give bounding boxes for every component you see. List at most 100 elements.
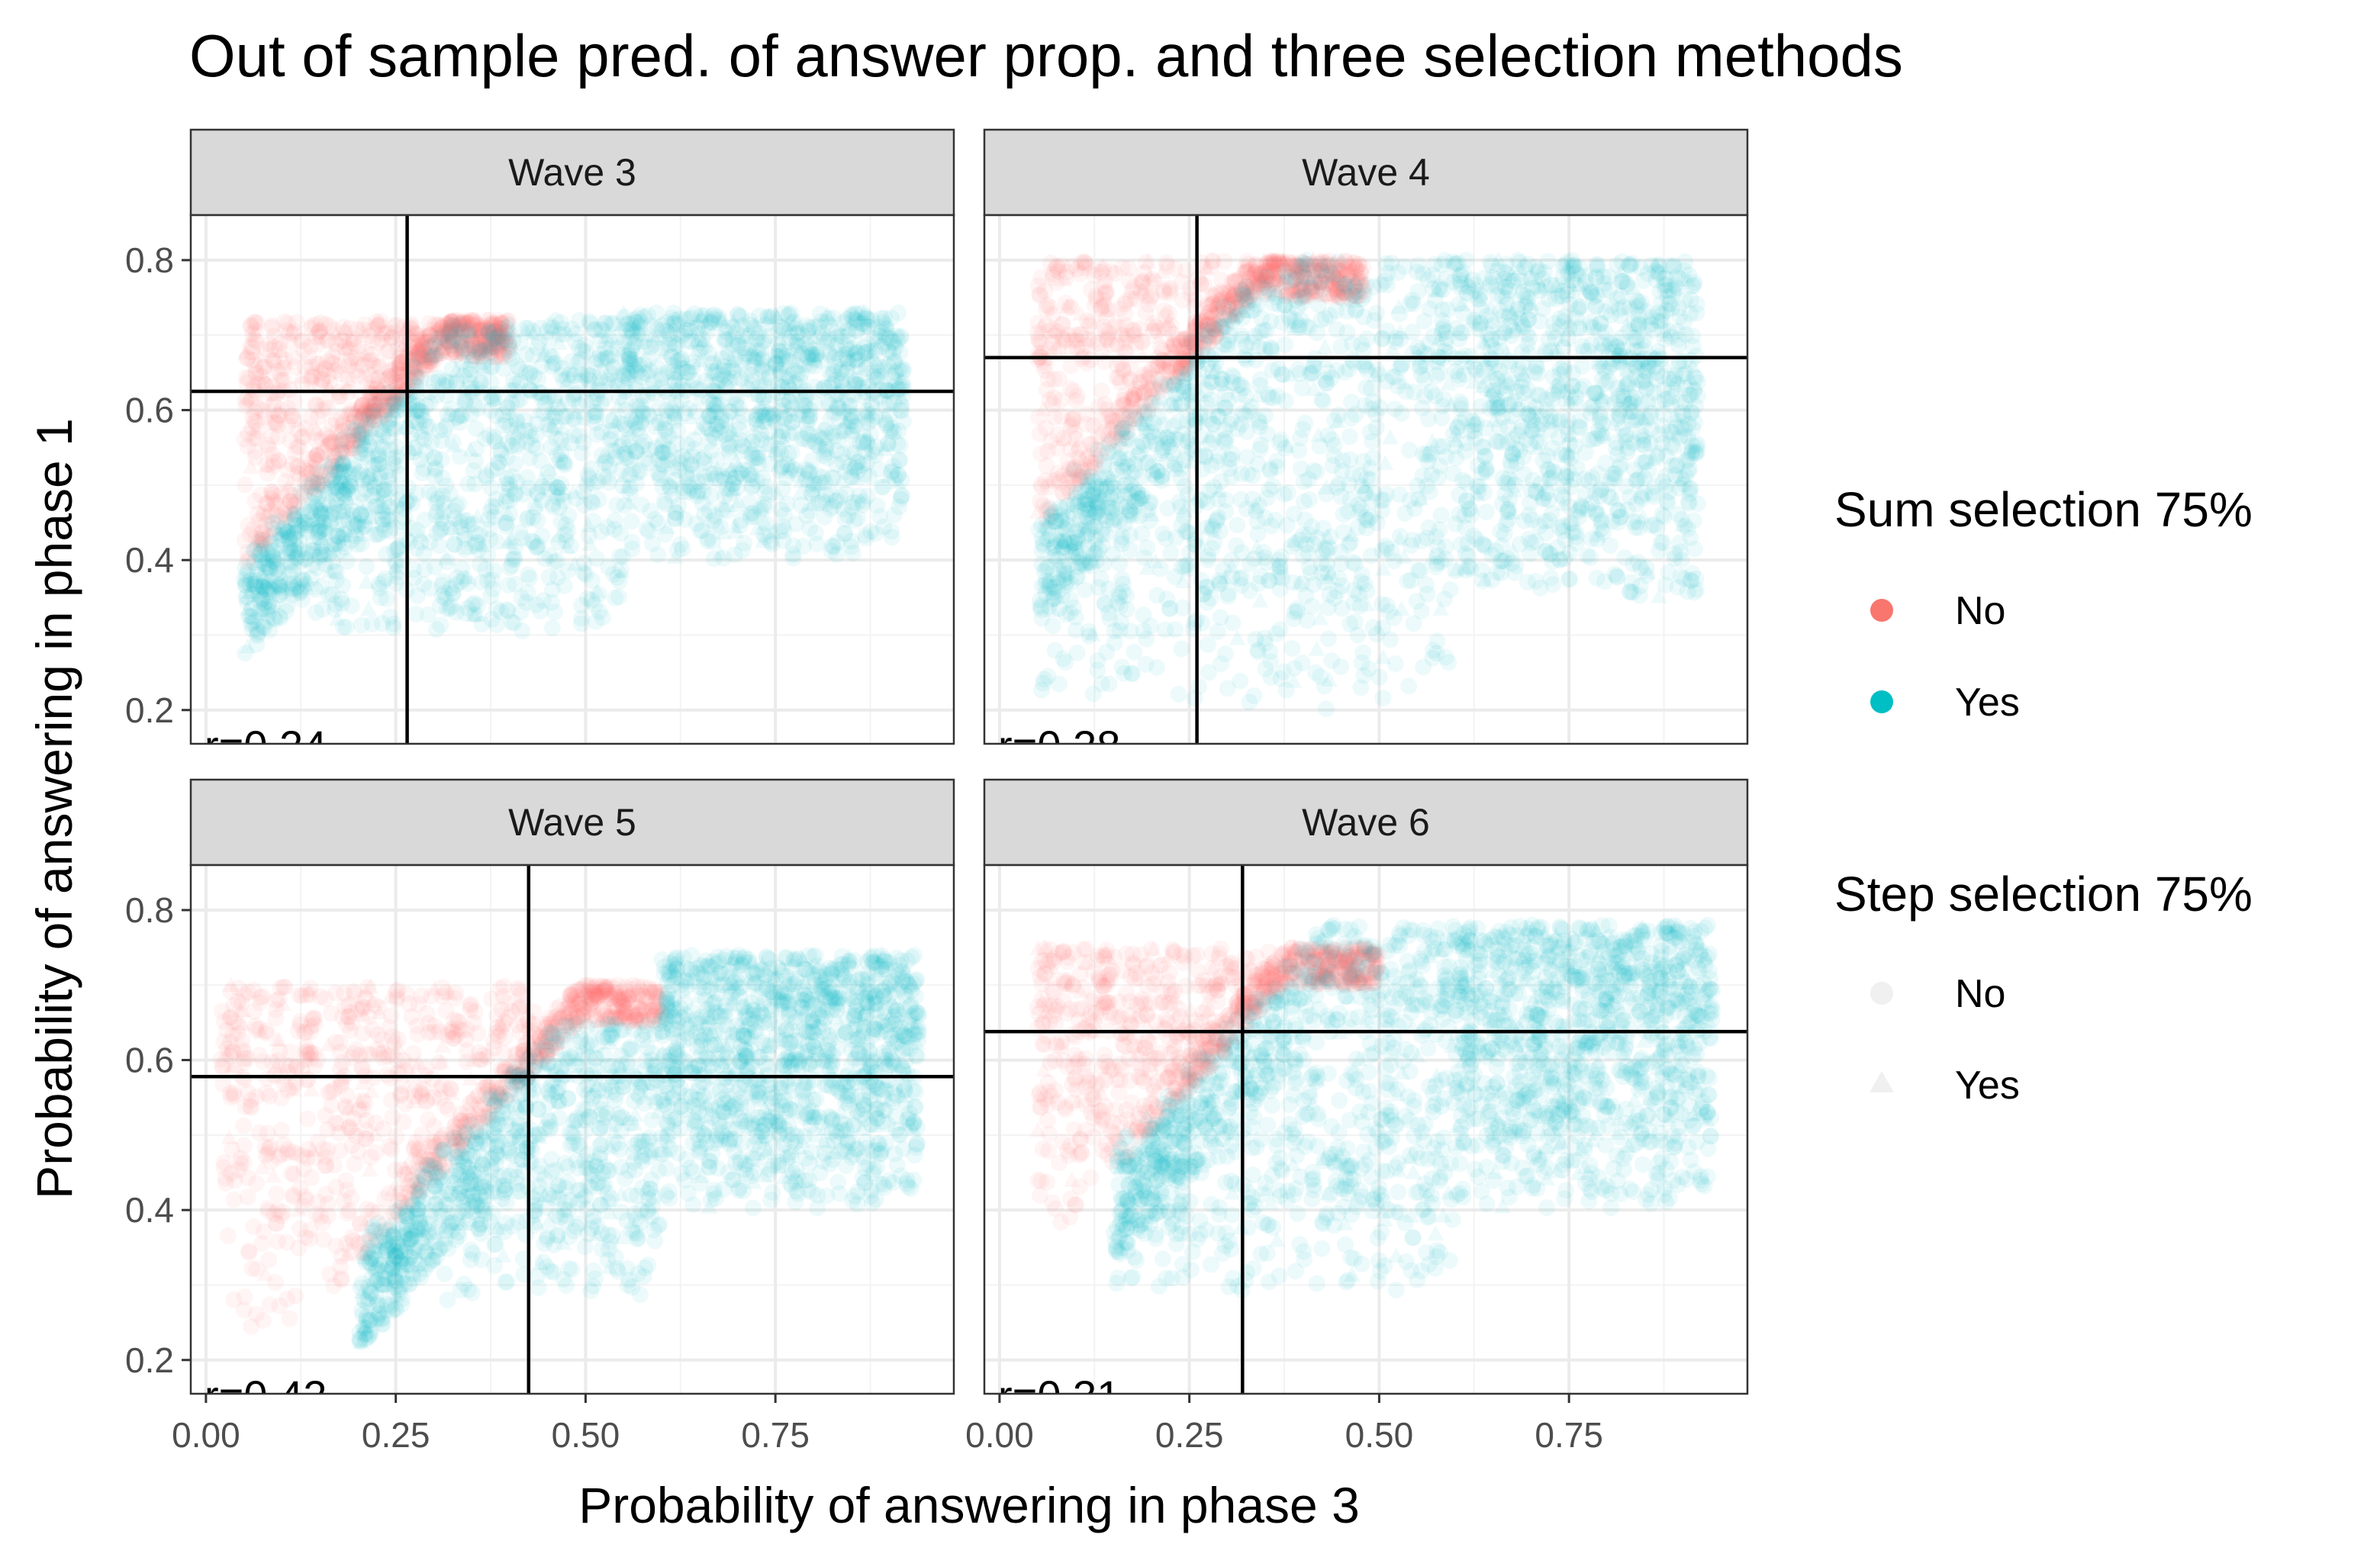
scatter-point [419,346,436,364]
scatter-point [863,410,881,428]
scatter-point [1418,529,1435,547]
scatter-point [566,333,584,350]
scatter-point [407,376,425,394]
scatter-point [334,577,352,594]
scatter-point [365,404,382,421]
scatter-point [445,502,462,520]
scatter-point [832,488,849,506]
scatter-point [425,374,443,391]
scatter-point [540,568,558,586]
scatter-point [452,333,469,351]
scatter-point [435,421,452,439]
scatter-point [254,618,272,635]
scatter-point [256,408,273,426]
scatter-point [443,339,460,357]
scatter-point [408,401,426,419]
scatter-point [674,448,691,465]
scatter-point [466,524,484,542]
scatter-point [295,487,312,504]
scatter-point [466,594,484,612]
scatter-point [433,319,451,336]
y-tick-label: 0.6 [125,391,174,430]
scatter-point-triangle [327,325,344,341]
scatter-point-triangle [428,346,446,362]
scatter-point [517,319,534,336]
scatter-point [380,342,398,359]
scatter-point [587,414,604,432]
scatter-point [606,512,623,529]
scatter-point [336,486,353,503]
scatter-point [369,397,387,414]
scatter-point [295,459,313,477]
scatter-point [350,465,368,483]
scatter-point [452,337,470,355]
scatter-point [283,455,301,473]
scatter-point [250,422,267,439]
scatter-point [320,496,338,513]
scatter-point [440,316,457,333]
scatter-point [570,311,588,329]
scatter-point [285,487,302,504]
scatter-point [343,349,360,367]
scatter-point [379,370,397,388]
scatter-point [264,520,282,537]
scatter-point [335,462,353,480]
scatter-point [372,391,390,409]
scatter-point [313,468,330,485]
scatter-point [1329,253,1347,271]
scatter-point [489,327,507,345]
scatter-point [322,513,340,530]
scatter-point [487,321,504,339]
scatter-point [378,343,396,361]
scatter-point [364,404,382,421]
scatter-point [382,368,399,385]
scatter-point [313,371,330,388]
scatter-point [595,390,613,407]
scatter-point [300,348,317,365]
scatter-point [308,328,325,346]
scatter-point [327,564,345,581]
scatter-point [816,508,833,526]
scatter-point [644,535,662,552]
scatter-point [590,491,607,508]
scatter-point [474,320,491,337]
scatter-point [307,603,324,621]
scatter-point [277,508,295,526]
scatter-point [242,571,259,589]
scatter-point [1315,392,1332,410]
scatter-point [628,408,646,426]
scatter-point [448,576,465,594]
scatter-point [464,317,481,335]
scatter-point [724,328,742,346]
scatter-point [498,600,516,618]
scatter-point [501,481,518,498]
scatter-point [259,543,277,561]
scatter-point [456,346,473,363]
scatter-point [488,616,505,634]
scatter-point [444,312,462,330]
scatter-point [440,374,458,391]
scatter-point [383,390,401,407]
scatter-point [411,349,428,367]
scatter-point [346,517,363,535]
scatter-point [427,494,445,512]
scatter-point [287,538,304,555]
scatter-point [481,530,499,548]
scatter-point [285,323,303,340]
facet-panel-2: Wave 4r=0.28 [983,128,1749,745]
scatter-point [350,431,368,449]
scatter-point [427,316,444,333]
scatter-point [420,349,438,367]
facet-strip-label: Wave 4 [1302,151,1430,194]
scatter-point [329,496,346,513]
scatter-point [266,454,283,471]
scatter-point [246,313,264,330]
scatter-point [436,326,453,343]
scatter-point [486,330,504,347]
scatter-point [465,341,483,359]
scatter-point [244,521,262,539]
scatter-point [242,317,259,334]
scatter-point [486,324,504,342]
scatter-point [374,511,391,529]
scatter-point [366,403,384,420]
